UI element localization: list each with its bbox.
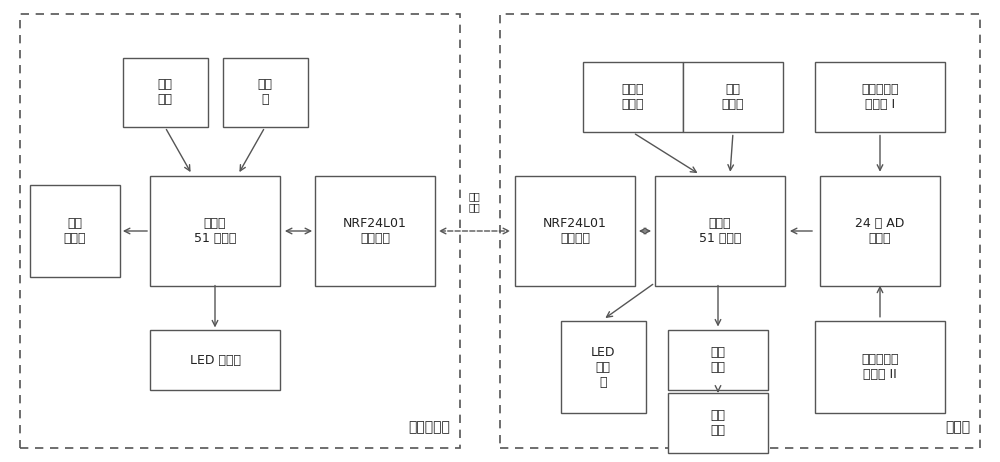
Text: 24 位 AD
转换器: 24 位 AD 转换器 (855, 217, 905, 245)
Text: 增强型
51 单片机: 增强型 51 单片机 (699, 217, 741, 245)
FancyBboxPatch shape (668, 393, 768, 453)
FancyBboxPatch shape (655, 176, 785, 286)
FancyBboxPatch shape (683, 62, 783, 132)
Text: 电阻应变式
传感器 I: 电阻应变式 传感器 I (861, 83, 899, 111)
FancyBboxPatch shape (583, 62, 683, 132)
Text: LED
指示
灯: LED 指示 灯 (591, 346, 615, 389)
FancyBboxPatch shape (820, 176, 940, 286)
FancyBboxPatch shape (30, 185, 120, 277)
Text: NRF24L01
无线模块: NRF24L01 无线模块 (543, 217, 607, 245)
Text: LED 指示灯: LED 指示灯 (190, 354, 240, 367)
FancyBboxPatch shape (668, 330, 768, 390)
FancyBboxPatch shape (222, 58, 308, 127)
FancyBboxPatch shape (315, 176, 435, 286)
Text: 电机
驱动: 电机 驱动 (710, 346, 726, 374)
FancyBboxPatch shape (150, 176, 280, 286)
Text: 显示控制端: 显示控制端 (408, 420, 450, 434)
FancyBboxPatch shape (515, 176, 635, 286)
Text: 按键
输入: 按键 输入 (158, 79, 173, 106)
Text: 红外
传感器: 红外 传感器 (722, 83, 744, 111)
FancyBboxPatch shape (815, 62, 945, 132)
Text: 无线
传输: 无线 传输 (468, 191, 480, 213)
FancyBboxPatch shape (560, 321, 646, 413)
Text: 液晶
显示屏: 液晶 显示屏 (64, 217, 86, 245)
Text: NRF24L01
无线模块: NRF24L01 无线模块 (343, 217, 407, 245)
FancyBboxPatch shape (815, 321, 945, 413)
Text: 直流
电机: 直流 电机 (710, 409, 726, 437)
FancyBboxPatch shape (150, 330, 280, 390)
Text: 测量端: 测量端 (945, 420, 970, 434)
Text: 电阻应变式
传感器 II: 电阻应变式 传感器 II (861, 353, 899, 381)
FancyBboxPatch shape (122, 58, 208, 127)
Text: 蜂鸣
器: 蜂鸣 器 (258, 79, 272, 106)
Text: 超声波
传感器: 超声波 传感器 (622, 83, 644, 111)
Text: 增强型
51 单片机: 增强型 51 单片机 (194, 217, 236, 245)
